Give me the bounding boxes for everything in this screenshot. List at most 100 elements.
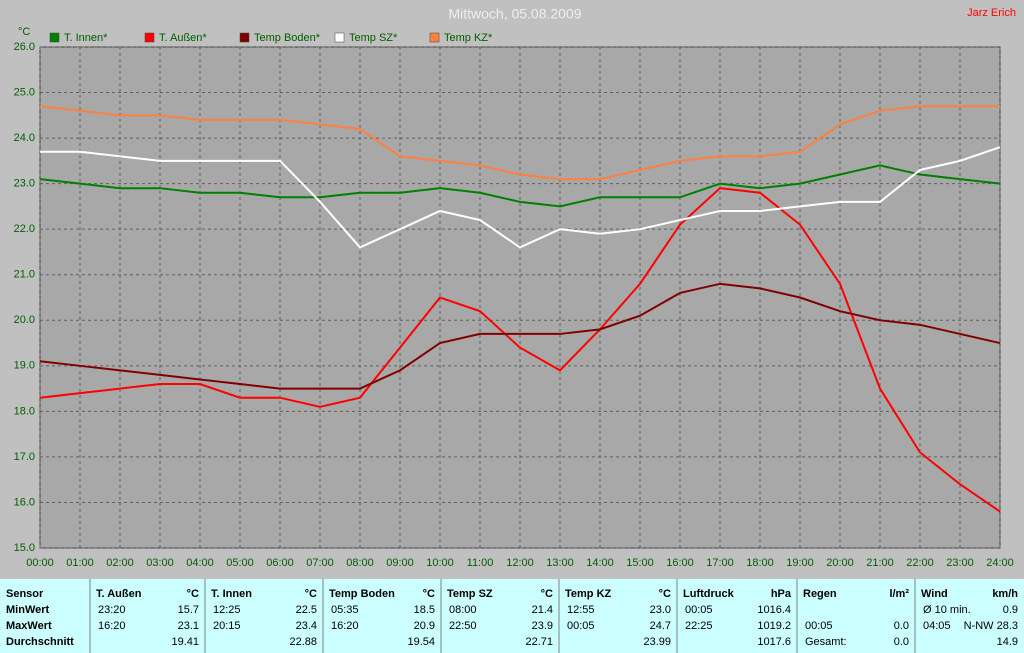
row-label: MinWert: [6, 604, 50, 616]
cell-label: 20:15: [213, 620, 241, 632]
x-tick-label: 12:00: [506, 557, 534, 569]
cell-label: 12:55: [567, 604, 595, 616]
cell-value: 22.5: [296, 604, 317, 616]
column-unit: °C: [187, 588, 199, 600]
series-line: [39, 164, 1001, 208]
x-tick-label: 11:00: [467, 557, 494, 569]
y-tick-label: 20.0: [14, 314, 35, 326]
cell-value: 1019.2: [757, 620, 791, 632]
cell-label: 00:05: [805, 620, 833, 632]
x-tick-label: 05:00: [226, 557, 254, 569]
cell-value: 22.71: [525, 636, 553, 648]
cell-value: 23.1: [178, 620, 199, 632]
cell-value: 23.9: [532, 620, 553, 632]
chart-title: Mittwoch, 05.08.2009: [448, 6, 581, 22]
cell-label: 00:05: [685, 604, 713, 616]
y-tick-label: 15.0: [14, 542, 35, 554]
x-tick-label: 00:00: [26, 557, 54, 569]
x-tick-label: 06:00: [266, 557, 294, 569]
column-unit: km/h: [992, 588, 1018, 600]
x-tick-label: 24:00: [986, 557, 1014, 569]
legend-label: Temp SZ*: [349, 32, 398, 44]
cell-value: N-NW 28.3: [964, 620, 1018, 632]
column-header: T. Innen: [211, 588, 252, 600]
cell-value: 1016.4: [757, 604, 791, 616]
cell-value: 14.9: [997, 636, 1018, 648]
column-header: Temp Boden: [329, 588, 395, 600]
cell-label: 04:05: [923, 620, 951, 632]
y-tick-label: 21.0: [14, 269, 35, 281]
cell-label: 16:20: [98, 620, 126, 632]
cell-label: 12:25: [213, 604, 241, 616]
x-tick-label: 20:00: [826, 557, 854, 569]
cell-value: 20.9: [414, 620, 435, 632]
row-label: Sensor: [6, 588, 44, 600]
column-header: T. Außen: [96, 588, 142, 600]
y-tick-label: 18.0: [14, 405, 35, 417]
legend-swatch: [239, 32, 250, 43]
x-tick-label: 13:00: [546, 557, 574, 569]
column-header: Wind: [921, 588, 948, 600]
y-tick-label: 17.0: [14, 451, 35, 463]
cell-value: 18.5: [414, 604, 435, 616]
legend-swatch: [49, 32, 60, 43]
column-unit: hPa: [771, 588, 792, 600]
y-axis-label: °C: [18, 26, 30, 38]
row-label: MaxWert: [6, 620, 52, 632]
cell-label: 00:05: [567, 620, 595, 632]
y-tick-label: 19.0: [14, 360, 35, 372]
series-line: [40, 146, 1001, 249]
x-tick-label: 23:00: [946, 557, 974, 569]
legend-swatch: [334, 32, 345, 43]
cell-label: 22:25: [685, 620, 713, 632]
x-tick-label: 08:00: [346, 557, 374, 569]
column-header: Regen: [803, 588, 837, 600]
series-line: [39, 282, 1001, 390]
stats-table: [0, 579, 1024, 653]
x-tick-label: 21:00: [866, 557, 894, 569]
x-tick-label: 04:00: [186, 557, 214, 569]
x-tick-label: 14:00: [586, 557, 614, 569]
x-tick-label: 03:00: [146, 557, 174, 569]
x-tick-label: 10:00: [426, 557, 454, 569]
x-tick-label: 01:00: [66, 557, 94, 569]
legend-label: Temp Boden*: [254, 32, 321, 44]
cell-label: 16:20: [331, 620, 359, 632]
cell-value: 15.7: [178, 604, 199, 616]
column-unit: °C: [423, 588, 435, 600]
x-tick-label: 02:00: [106, 557, 134, 569]
y-tick-label: 26.0: [14, 41, 35, 53]
legend-swatch: [144, 32, 155, 43]
cell-label: 08:00: [449, 604, 477, 616]
y-tick-label: 24.0: [14, 132, 35, 144]
x-tick-label: 19:00: [786, 557, 814, 569]
cell-label: Gesamt:: [805, 636, 847, 648]
column-unit: °C: [305, 588, 317, 600]
cell-value: 19.54: [407, 636, 435, 648]
cell-label: 23:20: [98, 604, 126, 616]
column-header: Luftdruck: [683, 588, 735, 600]
cell-value: 1017.6: [757, 636, 791, 648]
column-unit: °C: [541, 588, 553, 600]
column-header: Temp KZ: [565, 588, 612, 600]
x-tick-label: 18:00: [746, 557, 774, 569]
cell-value: 21.4: [532, 604, 553, 616]
cell-value: 0.9: [1003, 604, 1018, 616]
y-tick-label: 22.0: [14, 223, 35, 235]
cell-value: 19.41: [171, 636, 199, 648]
cell-value: 23.99: [643, 636, 671, 648]
series-line: [39, 187, 1001, 513]
y-tick-label: 25.0: [14, 86, 35, 98]
row-label: Durchschnitt: [6, 636, 74, 648]
cell-label: 22:50: [449, 620, 477, 632]
cell-value: 0.0: [894, 636, 909, 648]
x-tick-label: 09:00: [386, 557, 414, 569]
x-tick-label: 22:00: [906, 557, 934, 569]
cell-value: 23.0: [650, 604, 671, 616]
cell-value: 0.0: [894, 620, 909, 632]
cell-label: Ø 10 min.: [923, 604, 971, 616]
cell-value: 22.88: [289, 636, 317, 648]
x-tick-label: 17:00: [706, 557, 734, 569]
x-tick-label: 16:00: [666, 557, 694, 569]
